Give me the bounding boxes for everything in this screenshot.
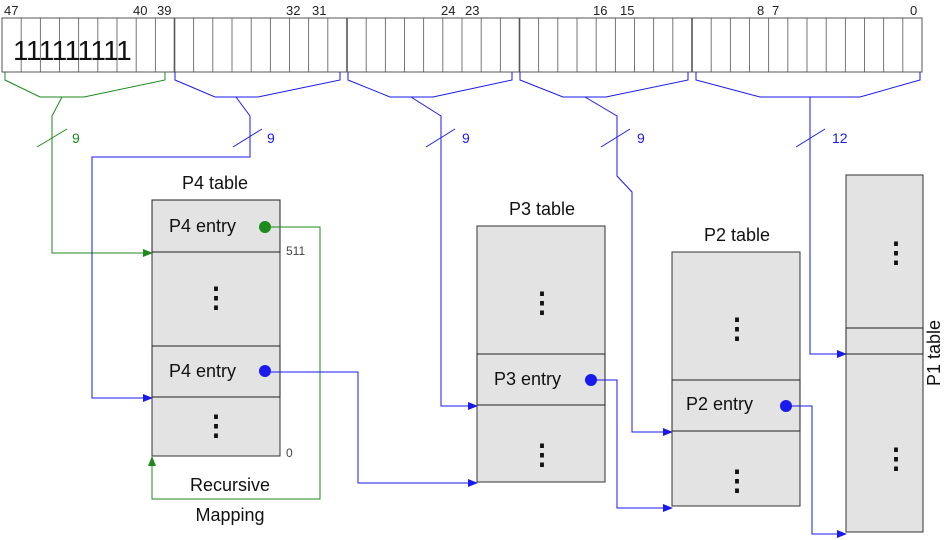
bit-label-31: 31	[312, 3, 326, 18]
green-bus-width: 9	[72, 130, 80, 146]
green-index-line	[51, 96, 153, 257]
bit-label-23: 23	[465, 3, 479, 18]
p3-table: P3 table ⋮ P3 entry ⋮	[476, 199, 606, 483]
p4-entry[interactable]	[151, 345, 281, 398]
brace-bits-47-39	[4, 72, 166, 98]
p4-entry-recursive[interactable]	[151, 199, 281, 253]
p4-index-line	[91, 96, 251, 402]
p4-bus-width: 9	[267, 130, 275, 146]
bit-label-8: 8	[757, 3, 764, 18]
p1-entry[interactable]	[845, 327, 924, 355]
p2-entry-label: P2 entry	[686, 394, 753, 414]
brace-bits-29-21	[347, 72, 513, 98]
p1-index-line	[809, 97, 847, 358]
bit-label-32: 32	[286, 3, 300, 18]
p1-table-title: P1 table	[924, 320, 944, 386]
p2-entry-pointer-dot	[780, 400, 792, 412]
bit-label-7: 7	[772, 3, 779, 18]
p4-table: P4 table P4 entry ⋮ P4 entry ⋮ 511 0	[151, 173, 305, 460]
p4-ellipsis-bottom: ⋮	[202, 410, 230, 441]
green-bus-slash	[36, 128, 68, 148]
p3-bus-slash	[425, 128, 456, 148]
p3-ellipsis-bottom: ⋮	[528, 439, 556, 470]
bit-labels: 47 40 39 32 31 24 23 16 15 8 7 0	[4, 3, 917, 18]
p4-entry-recursive-label: P4 entry	[169, 216, 236, 236]
p3-entry-label: P3 entry	[494, 369, 561, 389]
p4-index-0: 0	[286, 446, 293, 460]
p3-entry[interactable]	[476, 353, 606, 406]
p3-entry-pointer-dot	[585, 374, 597, 386]
bit-label-15: 15	[620, 3, 634, 18]
bit-label-47: 47	[4, 3, 18, 18]
brace-bits-11-0	[695, 72, 921, 98]
p2-table-title: P2 table	[704, 225, 770, 245]
p1-ellipsis-bottom: ⋮	[882, 443, 910, 474]
p4-entry-pointer-dot	[259, 365, 271, 377]
p2-table: P2 table ⋮ P2 entry ⋮	[671, 225, 801, 507]
p4-recursive-pointer-dot	[259, 221, 271, 233]
bit-label-40: 40	[133, 3, 147, 18]
p2-to-p1-pointer	[792, 405, 847, 538]
p4-index-511: 511	[286, 244, 305, 258]
recursive-loop-line	[148, 226, 321, 500]
bit-label-39: 39	[157, 3, 171, 18]
brace-bits-20-12	[519, 72, 689, 98]
p1-table: ⋮ ⋮ P1 table	[845, 174, 944, 533]
p2-bus-slash	[600, 128, 631, 148]
p1-ellipsis-top: ⋮	[882, 237, 910, 268]
bit-label-0: 0	[910, 3, 917, 18]
bit-label-24: 24	[441, 3, 455, 18]
recursive-label-line2: Mapping	[195, 505, 264, 525]
p3-index-line	[410, 96, 478, 410]
p1-bus-slash	[795, 128, 826, 148]
p2-ellipsis-top: ⋮	[723, 313, 751, 344]
p4-entry-label: P4 entry	[169, 361, 236, 381]
recursive-label-line1: Recursive	[190, 475, 270, 495]
sign-extension-ones: 111111111	[13, 35, 131, 66]
bit-label-16: 16	[593, 3, 607, 18]
p2-bus-width: 9	[637, 130, 645, 146]
p4-bus-slash	[232, 128, 263, 148]
p2-entry[interactable]	[671, 379, 801, 432]
p3-bus-width: 9	[462, 130, 470, 146]
bit-cell-dividers	[20, 18, 904, 72]
address-bit-bar	[1, 17, 923, 73]
brace-bits-38-30	[174, 72, 341, 98]
p3-to-p2-pointer	[597, 379, 673, 512]
p4-table-title: P4 table	[182, 173, 248, 193]
p2-ellipsis-bottom: ⋮	[723, 465, 751, 496]
p1-bus-width: 12	[832, 130, 848, 146]
p3-table-title: P3 table	[509, 199, 575, 219]
p2-index-line	[584, 96, 673, 436]
p4-to-p3-pointer	[271, 371, 478, 487]
p4-ellipsis-top: ⋮	[202, 282, 230, 313]
p3-ellipsis-top: ⋮	[528, 287, 556, 318]
